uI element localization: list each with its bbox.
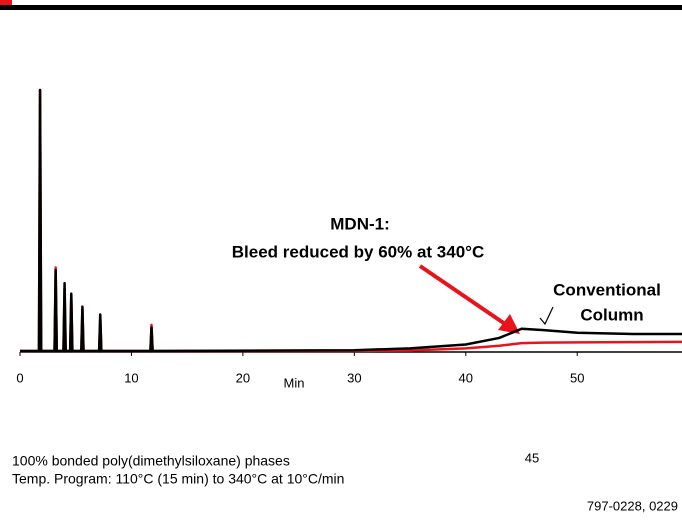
annotation: Bleed reduced by 60% at 340°C <box>232 242 484 261</box>
page-number: 45 <box>525 450 539 465</box>
arrow-head <box>498 314 520 334</box>
top-rule <box>0 5 682 10</box>
code: 797-0228, 0229 <box>587 498 678 513</box>
x-tick-label: 30 <box>347 370 361 385</box>
annotation: Conventional <box>553 280 661 299</box>
x-tick-label: 0 <box>16 370 23 385</box>
title-fragment <box>0 0 12 5</box>
x-tick-label: 10 <box>124 370 138 385</box>
check-mark <box>539 306 554 326</box>
series-line <box>20 88 682 353</box>
note: Temp. Program: 110°C (15 min) to 340°C a… <box>12 471 344 487</box>
note: 100% bonded poly(dimethylsiloxane) phase… <box>12 453 290 469</box>
annotation: MDN-1: <box>330 214 390 233</box>
x-tick-label: 50 <box>570 370 584 385</box>
arrow <box>418 264 510 328</box>
annotation: Column <box>580 305 643 324</box>
x-axis-label: Min <box>284 375 305 390</box>
x-tick-label: 20 <box>236 370 250 385</box>
x-tick-label: 40 <box>459 370 473 385</box>
